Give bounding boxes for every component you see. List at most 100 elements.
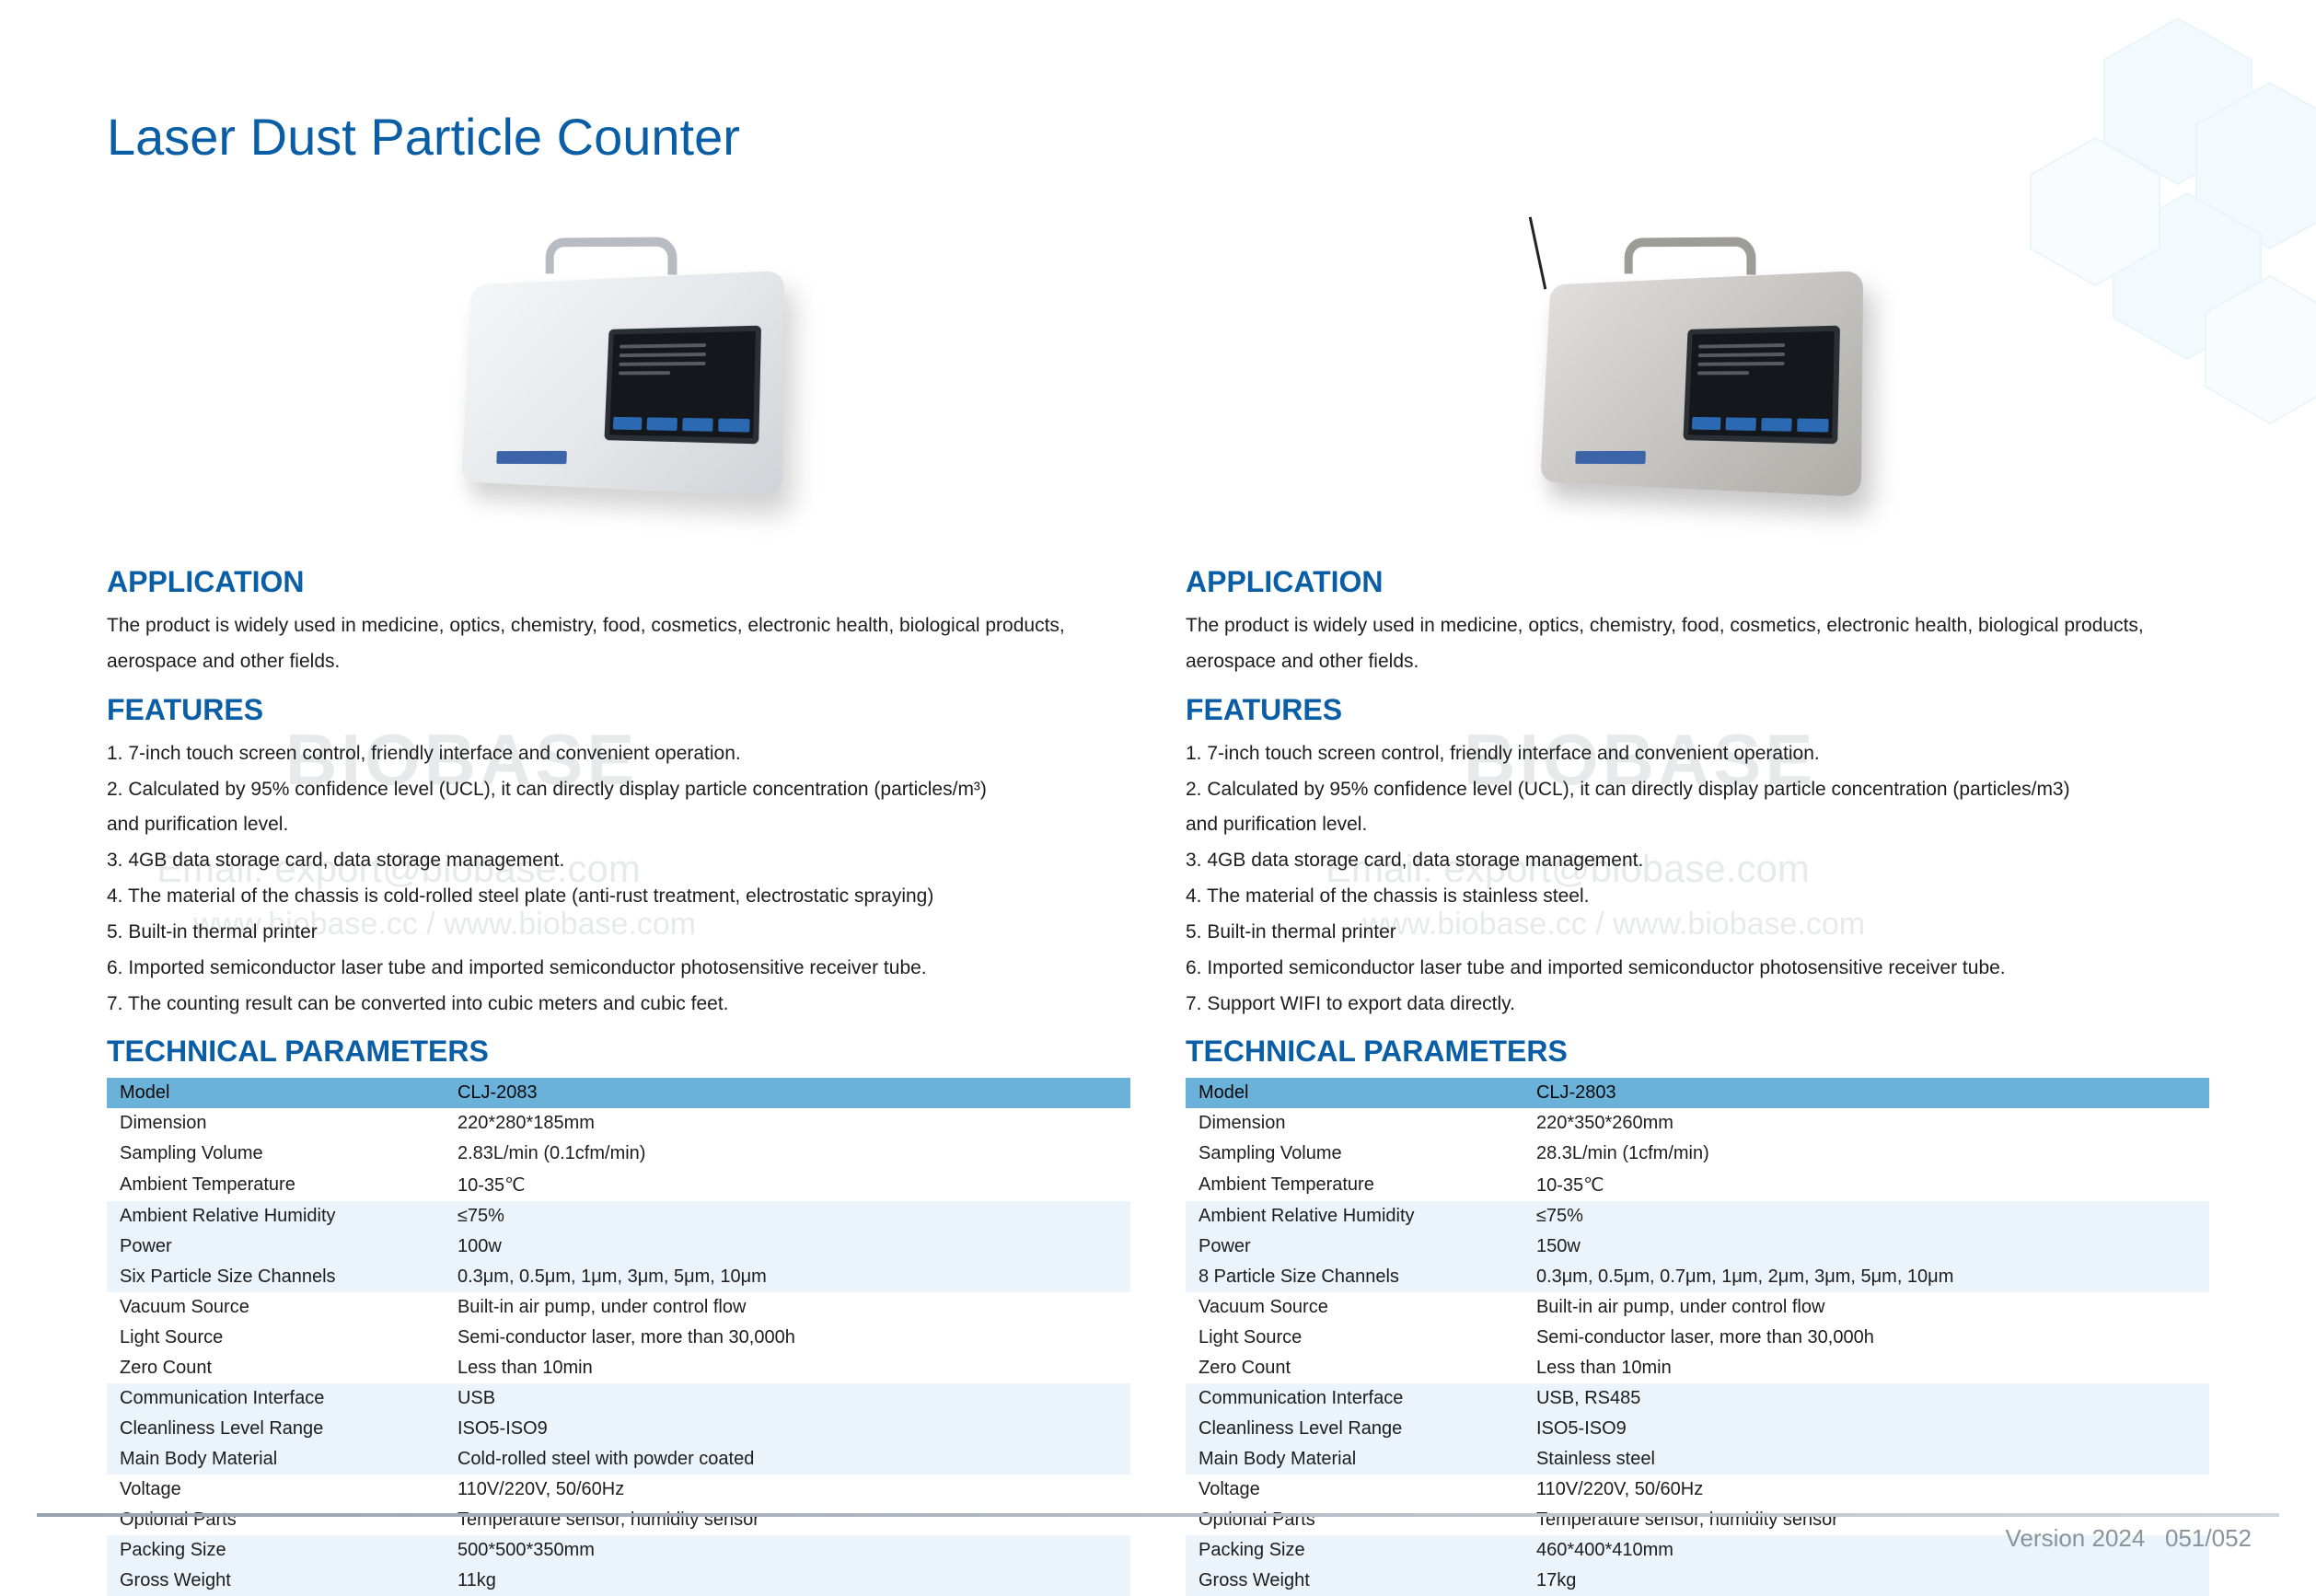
table-row: Communication InterfaceUSB: [107, 1383, 1130, 1414]
param-label: Power: [1186, 1232, 1523, 1262]
table-row: Main Body MaterialStainless steel: [1186, 1444, 2209, 1475]
table-row: Sampling Volume2.83L/min (0.1cfm/min): [107, 1139, 1130, 1169]
param-label: Cleanliness Level Range: [107, 1414, 445, 1444]
product-image-right: [1186, 184, 2209, 552]
param-value: 220*280*185mm: [445, 1108, 1130, 1139]
footer-pages: 051/052: [2165, 1524, 2252, 1552]
table-row: Power100w: [107, 1232, 1130, 1262]
application-heading: APPLICATION: [1186, 565, 2209, 599]
table-row: Zero CountLess than 10min: [1186, 1353, 2209, 1383]
table-row: Voltage110V/220V, 50/60Hz: [1186, 1475, 2209, 1505]
features-heading: FEATURES: [1186, 693, 2209, 727]
param-label: Ambient Relative Humidity: [1186, 1201, 1523, 1232]
feature-item: and purification level.: [1186, 807, 2209, 843]
features-heading: FEATURES: [107, 693, 1130, 727]
table-row: Vacuum SourceBuilt-in air pump, under co…: [1186, 1292, 2209, 1323]
feature-item: 6. Imported semiconductor laser tube and…: [107, 951, 1130, 987]
footer-version: Version 2024: [2006, 1524, 2146, 1552]
param-value: 10-35℃: [445, 1169, 1130, 1201]
param-label: Optional Parts: [107, 1505, 445, 1535]
feature-item: 5. Built-in thermal printer: [1186, 915, 2209, 951]
application-heading: APPLICATION: [107, 565, 1130, 599]
feature-item: 2. Calculated by 95% confidence level (U…: [1186, 772, 2209, 808]
param-value: Built-in air pump, under control flow: [1523, 1292, 2209, 1323]
table-row: Ambient Relative Humidity≤75%: [107, 1201, 1130, 1232]
table-row: ModelCLJ-2083: [107, 1078, 1130, 1108]
param-label: Vacuum Source: [1186, 1292, 1523, 1323]
param-value: ISO5-ISO9: [445, 1414, 1130, 1444]
param-label: Vacuum Source: [107, 1292, 445, 1323]
param-value: ≤75%: [1523, 1201, 2209, 1232]
param-value: Cold-rolled steel with powder coated: [445, 1444, 1130, 1475]
table-row: Dimension220*350*260mm: [1186, 1108, 2209, 1139]
param-label: Power: [107, 1232, 445, 1262]
param-value: Semi-conductor laser, more than 30,000h: [1523, 1323, 2209, 1353]
footer-text: Version 2024 051/052: [2006, 1524, 2252, 1553]
table-row: Light SourceSemi-conductor laser, more t…: [107, 1323, 1130, 1353]
table-row: Packing Size500*500*350mm: [107, 1535, 1130, 1566]
param-label: Main Body Material: [1186, 1444, 1523, 1475]
param-label: Communication Interface: [1186, 1383, 1523, 1414]
param-label: Ambient Temperature: [1186, 1169, 1523, 1201]
param-label: Light Source: [1186, 1323, 1523, 1353]
footer-divider: [37, 1513, 2279, 1517]
param-value: 0.3μm, 0.5μm, 1μm, 3μm, 5μm, 10μm: [445, 1262, 1130, 1292]
feature-item: 4. The material of the chassis is cold-r…: [107, 879, 1130, 915]
param-value: 10-35℃: [1523, 1169, 2209, 1201]
param-label: Packing Size: [107, 1535, 445, 1566]
feature-item: 1. 7-inch touch screen control, friendly…: [107, 736, 1130, 772]
tech-params-table: ModelCLJ-2083Dimension220*280*185mmSampl…: [107, 1078, 1130, 1596]
feature-item: 5. Built-in thermal printer: [107, 915, 1130, 951]
feature-item: and purification level.: [107, 807, 1130, 843]
application-text: The product is widely used in medicine, …: [1186, 608, 2209, 680]
param-value: Built-in air pump, under control flow: [445, 1292, 1130, 1323]
feature-item: 7. The counting result can be converted …: [107, 987, 1130, 1023]
param-value: 2.83L/min (0.1cfm/min): [445, 1139, 1130, 1169]
table-row: Cleanliness Level RangeISO5-ISO9: [107, 1414, 1130, 1444]
param-label: Gross Weight: [1186, 1566, 1523, 1596]
param-label: Voltage: [107, 1475, 445, 1505]
param-label: Model: [107, 1078, 445, 1108]
table-row: Dimension220*280*185mm: [107, 1108, 1130, 1139]
param-value: 110V/220V, 50/60Hz: [1523, 1475, 2209, 1505]
param-label: Cleanliness Level Range: [1186, 1414, 1523, 1444]
table-row: Sampling Volume28.3L/min (1cfm/min): [1186, 1139, 2209, 1169]
table-row: Vacuum SourceBuilt-in air pump, under co…: [107, 1292, 1130, 1323]
param-value: 150w: [1523, 1232, 2209, 1262]
table-row: Cleanliness Level RangeISO5-ISO9: [1186, 1414, 2209, 1444]
param-label: Zero Count: [107, 1353, 445, 1383]
table-row: Communication InterfaceUSB, RS485: [1186, 1383, 2209, 1414]
param-value: 28.3L/min (1cfm/min): [1523, 1139, 2209, 1169]
feature-item: 4. The material of the chassis is stainl…: [1186, 879, 2209, 915]
param-label: Six Particle Size Channels: [107, 1262, 445, 1292]
param-value: 0.3μm, 0.5μm, 0.7μm, 1μm, 2μm, 3μm, 5μm,…: [1523, 1262, 2209, 1292]
table-row: Six Particle Size Channels0.3μm, 0.5μm, …: [107, 1262, 1130, 1292]
feature-item: 7. Support WIFI to export data directly.: [1186, 987, 2209, 1023]
feature-item: 6. Imported semiconductor laser tube and…: [1186, 951, 2209, 987]
param-value: 110V/220V, 50/60Hz: [445, 1475, 1130, 1505]
feature-item: 1. 7-inch touch screen control, friendly…: [1186, 736, 2209, 772]
param-value: Less than 10min: [1523, 1353, 2209, 1383]
feature-item: 3. 4GB data storage card, data storage m…: [1186, 843, 2209, 879]
table-row: Light SourceSemi-conductor laser, more t…: [1186, 1323, 2209, 1353]
param-value: 17kg: [1523, 1566, 2209, 1596]
param-value: USB: [445, 1383, 1130, 1414]
table-row: Voltage110V/220V, 50/60Hz: [107, 1475, 1130, 1505]
param-value: ISO5-ISO9: [1523, 1414, 2209, 1444]
param-label: Sampling Volume: [107, 1139, 445, 1169]
table-row: Gross Weight17kg: [1186, 1566, 2209, 1596]
param-label: Ambient Temperature: [107, 1169, 445, 1201]
param-label: Dimension: [107, 1108, 445, 1139]
param-value: ≤75%: [445, 1201, 1130, 1232]
param-value: USB, RS485: [1523, 1383, 2209, 1414]
features-list: 1. 7-inch touch screen control, friendly…: [107, 736, 1130, 1023]
product-image-left: [107, 184, 1130, 552]
param-value: 220*350*260mm: [1523, 1108, 2209, 1139]
table-row: Zero CountLess than 10min: [107, 1353, 1130, 1383]
param-label: Main Body Material: [107, 1444, 445, 1475]
param-label: Packing Size: [1186, 1535, 1523, 1566]
param-label: Gross Weight: [107, 1566, 445, 1596]
table-row: Ambient Relative Humidity≤75%: [1186, 1201, 2209, 1232]
application-text: The product is widely used in medicine, …: [107, 608, 1130, 680]
param-label: Voltage: [1186, 1475, 1523, 1505]
